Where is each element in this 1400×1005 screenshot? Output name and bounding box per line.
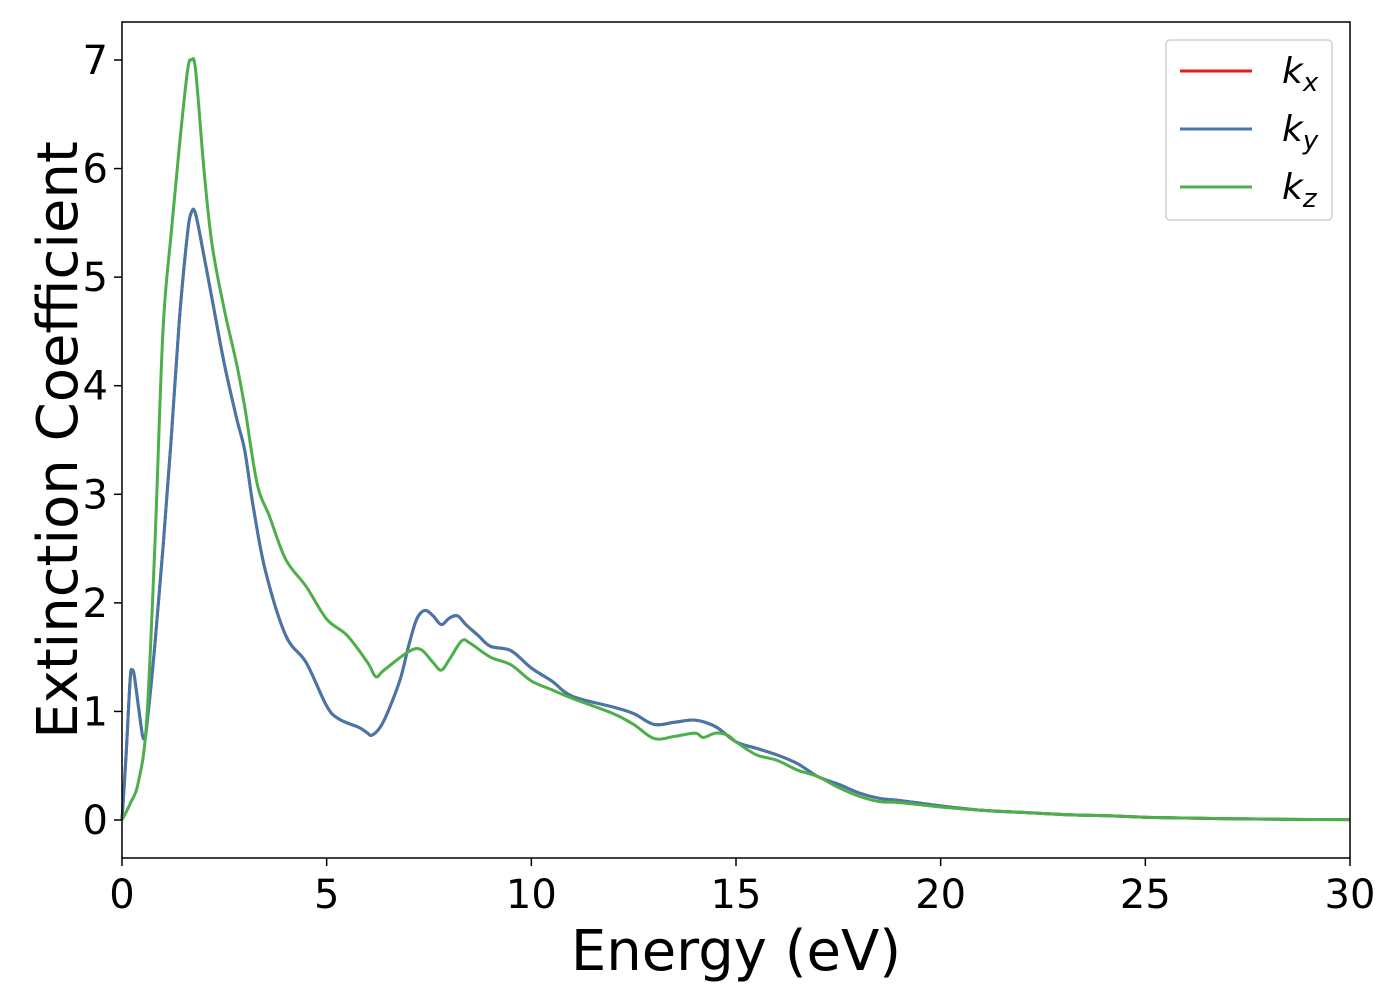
- x-tick-label: 20: [915, 872, 966, 918]
- x-axis-label: Energy (eV): [571, 919, 901, 984]
- x-tick-label: 25: [1120, 872, 1171, 918]
- legend-label-kz: kz: [1282, 167, 1318, 214]
- x-tick-label: 5: [314, 872, 339, 918]
- series-layer: [120, 57, 1351, 822]
- y-tick-label: 3: [83, 472, 108, 518]
- y-axis-ticks: 0 1 2 3 4 5 6 7: [83, 38, 122, 844]
- x-tick-label: 30: [1325, 872, 1376, 918]
- series-line-ky: [120, 207, 1351, 822]
- y-tick-label: 1: [83, 689, 108, 735]
- y-tick-label: 2: [83, 581, 108, 627]
- x-tick-label: 0: [109, 872, 134, 918]
- y-tick-label: 0: [83, 798, 108, 844]
- y-tick-label: 7: [83, 38, 108, 84]
- series-line-kx: [120, 207, 1351, 822]
- x-tick-label: 10: [506, 872, 557, 918]
- series-line-kz: [120, 57, 1351, 822]
- legend-label-ky: ky: [1282, 109, 1319, 156]
- x-axis-ticks: 0 5 10 15 20 25 30: [109, 858, 1375, 918]
- x-tick-label: 15: [711, 872, 762, 918]
- y-axis-label: Extinction Coefficient: [26, 141, 91, 739]
- y-tick-label: 5: [83, 255, 108, 301]
- y-tick-label: 6: [83, 147, 108, 193]
- y-tick-label: 4: [83, 364, 108, 410]
